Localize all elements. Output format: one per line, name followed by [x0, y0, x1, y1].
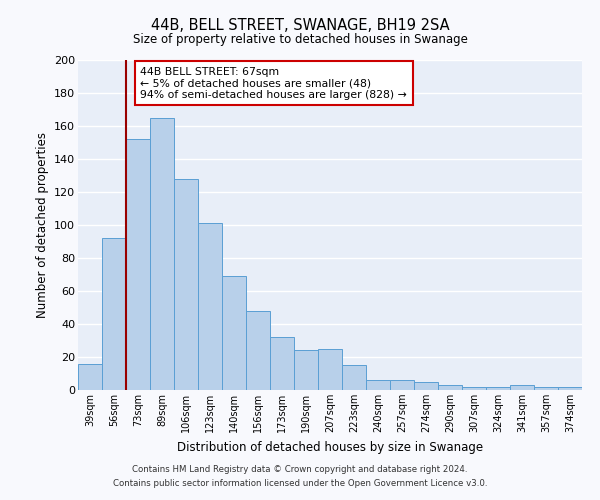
Bar [535, 386, 557, 390]
X-axis label: Distribution of detached houses by size in Swanage: Distribution of detached houses by size … [177, 440, 483, 454]
Text: Contains HM Land Registry data © Crown copyright and database right 2024.
Contai: Contains HM Land Registry data © Crown c… [113, 466, 487, 487]
Bar [127, 139, 149, 390]
Bar [103, 238, 125, 390]
Bar [511, 385, 533, 390]
Bar [151, 118, 173, 390]
Bar [295, 350, 317, 390]
Bar [367, 380, 389, 390]
Text: 44B, BELL STREET, SWANAGE, BH19 2SA: 44B, BELL STREET, SWANAGE, BH19 2SA [151, 18, 449, 32]
Text: Size of property relative to detached houses in Swanage: Size of property relative to detached ho… [133, 32, 467, 46]
Bar [247, 311, 269, 390]
Bar [391, 380, 413, 390]
Bar [415, 382, 437, 390]
Bar [199, 224, 221, 390]
Bar [175, 179, 197, 390]
Bar [319, 349, 341, 390]
Bar [343, 365, 365, 390]
Bar [463, 386, 485, 390]
Bar [79, 364, 101, 390]
Text: 44B BELL STREET: 67sqm
← 5% of detached houses are smaller (48)
94% of semi-deta: 44B BELL STREET: 67sqm ← 5% of detached … [140, 66, 407, 100]
Bar [271, 337, 293, 390]
Y-axis label: Number of detached properties: Number of detached properties [35, 132, 49, 318]
Bar [487, 386, 509, 390]
Bar [439, 385, 461, 390]
Bar [559, 386, 581, 390]
Bar [223, 276, 245, 390]
